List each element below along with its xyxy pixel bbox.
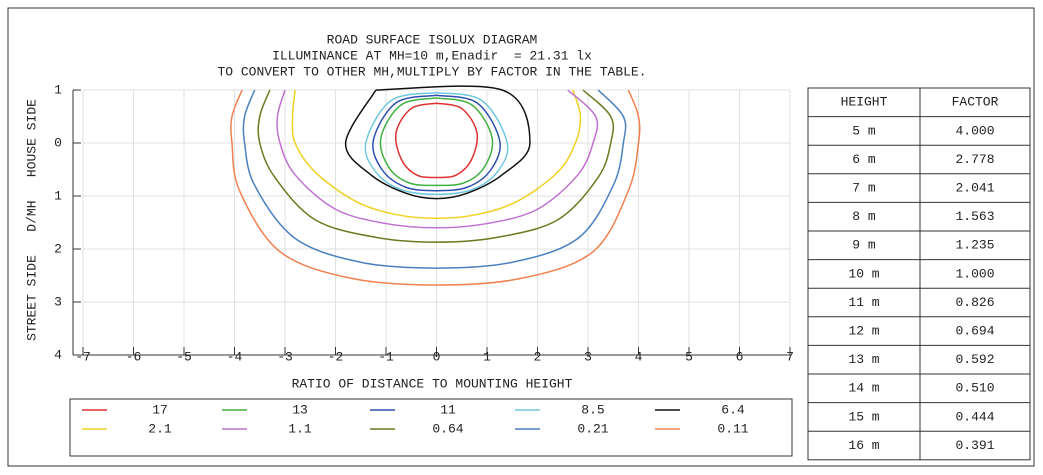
x-axis-label: RATIO OF DISTANCE TO MOUNTING HEIGHT	[292, 376, 573, 391]
table-cell: 9 m	[852, 238, 876, 253]
table-cell: 6 m	[852, 152, 876, 167]
table-cell: 12 m	[848, 324, 879, 339]
x-tick-label: -2	[328, 349, 344, 364]
y-tick-label: 1	[54, 188, 62, 203]
isolux-contour	[230, 89, 641, 286]
chart-title: ROAD SURFACE ISOLUX DIAGRAM	[327, 32, 538, 47]
x-tick-label: 4	[635, 349, 643, 364]
legend-label: 0.21	[577, 421, 608, 436]
table-cell: 8 m	[852, 209, 876, 224]
table-cell: 0.694	[955, 324, 994, 339]
x-tick-label: -1	[378, 349, 394, 364]
x-tick-label: 0	[433, 349, 441, 364]
isolux-contour	[257, 89, 615, 243]
table-cell: 14 m	[848, 381, 879, 396]
x-tick-label: 2	[534, 349, 542, 364]
legend-label: 2.1	[148, 421, 172, 436]
table-cell: 0.592	[955, 352, 994, 367]
y-axis-label: STREET SIDE D/MH HOUSE SIDE	[24, 99, 39, 341]
table-cell: 5 m	[852, 123, 876, 138]
isolux-contour	[344, 85, 531, 200]
x-tick-label: -7	[75, 349, 91, 364]
isolux-contour	[364, 91, 509, 196]
table-cell: 0.510	[955, 381, 994, 396]
legend-label: 17	[152, 402, 168, 417]
table-cell: 16 m	[848, 438, 879, 453]
legend-box	[69, 398, 793, 457]
table-cell: 13 m	[848, 352, 879, 367]
chart-title: ILLUMINANCE AT MH=10 m,Enadir = 21.31 lx	[272, 48, 592, 63]
x-tick-label: 5	[685, 349, 693, 364]
y-tick-label: 3	[54, 294, 62, 309]
legend-label: 1.1	[288, 421, 312, 436]
table-border	[807, 87, 1031, 461]
isolux-contour	[379, 97, 494, 187]
table-header: FACTOR	[952, 95, 999, 110]
table-cell: 15 m	[848, 409, 879, 424]
x-tick-label: -5	[176, 349, 192, 364]
y-tick-label: 1	[54, 82, 62, 97]
x-tick-label: -3	[277, 349, 293, 364]
legend-label: 13	[292, 402, 308, 417]
frame	[7, 7, 1035, 467]
legend-label: 0.11	[717, 421, 748, 436]
table-cell: 11 m	[848, 295, 879, 310]
table-cell: 2.041	[955, 181, 994, 196]
legend-label: 0.64	[432, 421, 463, 436]
legend-label: 6.4	[721, 402, 745, 417]
table-cell: 4.000	[955, 123, 994, 138]
y-tick-label: 2	[54, 241, 62, 256]
table-cell: 1.235	[955, 238, 994, 253]
legend-label: 8.5	[581, 402, 604, 417]
y-tick-label: 0	[54, 135, 62, 150]
y-tick-label: 4	[54, 347, 62, 362]
table-cell: 1.563	[955, 209, 994, 224]
x-tick-label: -6	[126, 349, 142, 364]
isolux-contour	[242, 89, 627, 269]
table-cell: 0.444	[955, 409, 994, 424]
table-cell: 1.000	[955, 266, 994, 281]
isolux-contour	[372, 94, 501, 192]
isolux-contour	[291, 89, 582, 220]
isolux-contour	[276, 89, 599, 229]
x-tick-label: -4	[227, 349, 243, 364]
x-tick-label: 6	[736, 349, 744, 364]
x-tick-label: 1	[483, 349, 491, 364]
table-header: HEIGHT	[841, 95, 888, 110]
table-cell: 2.778	[955, 152, 994, 167]
x-tick-label: 3	[584, 349, 592, 364]
chart-title: TO CONVERT TO OTHER MH,MULTIPLY BY FACTO…	[217, 64, 646, 79]
table-cell: 7 m	[852, 181, 876, 196]
table-cell: 10 m	[848, 266, 879, 281]
legend-label: 11	[440, 402, 456, 417]
isolux-contour	[394, 102, 479, 179]
x-tick-label: 7	[786, 349, 794, 364]
table-cell: 0.826	[955, 295, 994, 310]
table-cell: 0.391	[955, 438, 994, 453]
